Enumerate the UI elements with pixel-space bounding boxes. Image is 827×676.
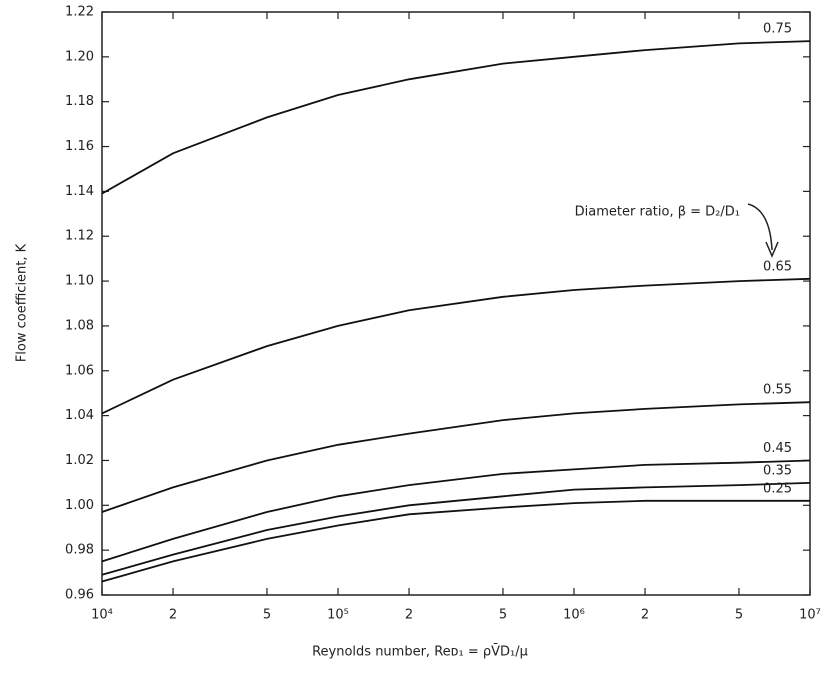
y-tick-label: 1.22: [65, 5, 94, 20]
y-tick-label: 1.06: [65, 363, 94, 378]
y-tick-label: 0.96: [65, 588, 94, 603]
y-tick-label: 1.20: [65, 49, 94, 64]
series-line: [102, 279, 810, 414]
y-tick-label: 1.10: [65, 274, 94, 289]
x-tick-label: 2: [641, 608, 649, 623]
x-tick-label: 2: [169, 608, 177, 623]
x-tick-label: 5: [263, 608, 271, 623]
y-axis-label: Flow coefficient, K: [15, 243, 30, 362]
x-tick-label: 10⁶: [563, 608, 585, 623]
x-tick-label: 5: [735, 608, 743, 623]
series-label: 0.75: [763, 22, 792, 37]
y-tick-label: 1.02: [65, 453, 94, 468]
series-label: 0.65: [763, 259, 792, 274]
series-label: 0.25: [763, 481, 792, 496]
x-tick-label: 5: [499, 608, 507, 623]
y-tick-label: 1.08: [65, 318, 94, 333]
series-label: 0.35: [763, 463, 792, 478]
y-tick-label: 1.00: [65, 498, 94, 513]
annotation-arrow: [748, 204, 772, 250]
series-label: 0.55: [763, 383, 792, 398]
series-line: [102, 402, 810, 512]
series-line: [102, 41, 810, 194]
series-line: [102, 501, 810, 582]
annotation: Diameter ratio, β = D₂/D₁: [575, 205, 740, 220]
x-axis-label: Reynolds number, Reᴅ₁ = ρV̄D₁/μ: [312, 644, 528, 659]
x-tick-label: 10⁷: [799, 608, 821, 623]
chart: Flow coefficient, K Reynolds number, Reᴅ…: [0, 0, 827, 676]
series-label: 0.45: [763, 441, 792, 456]
y-tick-label: 1.04: [65, 408, 94, 423]
y-tick-label: 0.98: [65, 543, 94, 558]
x-tick-label: 10⁵: [327, 608, 349, 623]
y-tick-label: 1.12: [65, 229, 94, 244]
x-tick-label: 2: [405, 608, 413, 623]
y-tick-label: 1.16: [65, 139, 94, 154]
x-tick-label: 10⁴: [91, 608, 113, 623]
y-tick-label: 1.14: [65, 184, 94, 199]
y-tick-label: 1.18: [65, 94, 94, 109]
